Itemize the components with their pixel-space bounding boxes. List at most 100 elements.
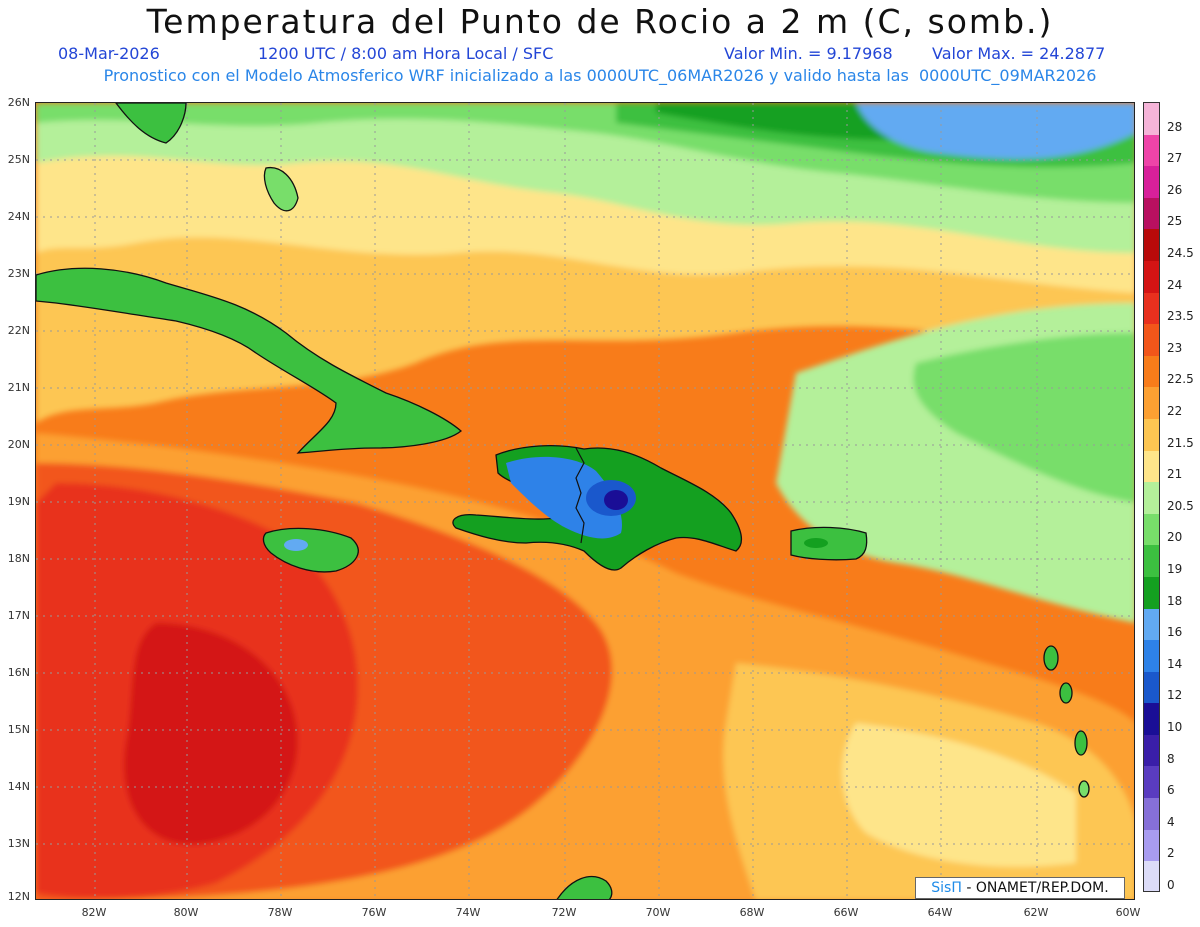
colorbar-swatch (1144, 166, 1159, 198)
credit-badge: SisΠ - ONAMET/REP.DOM. (915, 877, 1125, 899)
colorbar-swatch (1144, 766, 1159, 799)
colorbar-swatch (1144, 103, 1159, 135)
lon-label: 70W (645, 906, 671, 919)
forecast-time: 1200 UTC / 8:00 am Hora Local / SFC (258, 44, 554, 63)
colorbar-label: 2 (1167, 846, 1175, 861)
colorbar-swatch (1144, 260, 1159, 293)
colorbar-label: 20.5 (1167, 498, 1194, 513)
lat-label: 21N (7, 381, 30, 394)
colorbar-swatch (1144, 545, 1159, 577)
colorbar-label: 24.5 (1167, 246, 1194, 260)
colorbar-label: 28 (1167, 119, 1183, 134)
map-canvas (36, 103, 1134, 899)
colorbar-label: 22.5 (1167, 372, 1194, 387)
colorbar-label: 23 (1167, 340, 1183, 355)
lat-label: 25N (7, 153, 30, 166)
colorbar-label: 16 (1167, 625, 1183, 640)
jamaica-land (262, 527, 359, 573)
lat-label: 13N (7, 837, 30, 850)
min-value: Valor Min. = 9.17968 (724, 44, 893, 63)
lon-label: 74W (455, 906, 481, 919)
colorbar-swatch (1144, 576, 1159, 609)
colorbar-swatch (1144, 703, 1159, 735)
colorbar-swatch (1144, 355, 1159, 388)
colorbar-swatch (1144, 387, 1159, 419)
hispaniola-moist-core (284, 447, 828, 551)
guadeloupe-island (1043, 645, 1059, 671)
colorbar-swatch (1144, 229, 1159, 261)
sispi-logo: SisΠ (931, 880, 962, 896)
lat-label: 24N (7, 210, 30, 223)
colorbar-swatch (1144, 450, 1159, 483)
lon-label: 76W (361, 906, 387, 919)
lat-label: 15N (7, 723, 30, 736)
colorbar-label: 12 (1167, 688, 1183, 703)
dominica-island (1059, 682, 1073, 704)
colorbar-swatch (1144, 418, 1159, 451)
colorbar-swatch (1144, 513, 1159, 546)
colorbar-label: 23.5 (1167, 309, 1194, 324)
lon-label: 78W (267, 906, 293, 919)
lon-label: 80W (173, 906, 199, 919)
colorbar-label: 18 (1167, 593, 1183, 608)
colorbar-label: 8 (1167, 751, 1175, 766)
colorbar-label: 6 (1167, 783, 1175, 798)
lat-label: 22N (7, 324, 30, 337)
colorbar-swatch (1144, 134, 1159, 167)
lat-label: 14N (7, 780, 30, 793)
model-info: Pronostico con el Modelo Atmosferico WRF… (103, 66, 1097, 85)
lon-label: 68W (739, 906, 765, 919)
colorbar-swatch (1144, 671, 1159, 704)
colorbar-label: 24 (1167, 277, 1183, 292)
colorbar-label: 27 (1167, 151, 1183, 166)
colorbar-swatch (1144, 482, 1159, 514)
puerto-rico-land (790, 526, 868, 561)
colorbar-swatch (1144, 324, 1159, 356)
lat-label: 23N (7, 267, 30, 280)
lat-label: 26N (7, 96, 30, 109)
lon-label: 66W (833, 906, 859, 919)
colorbar-label: 20 (1167, 530, 1183, 545)
lat-label: 18N (7, 552, 30, 565)
lat-label: 19N (7, 495, 30, 508)
max-value: Valor Max. = 24.2877 (932, 44, 1106, 63)
guajira-land (556, 875, 613, 899)
andros-island (263, 166, 299, 212)
colorbar-label: 0 (1167, 878, 1175, 892)
colorbar-label: 10 (1167, 720, 1183, 734)
colorbar-swatch (1144, 197, 1159, 230)
lon-label: 64W (927, 906, 953, 919)
forecast-date: 08-Mar-2026 (58, 44, 160, 63)
colorbar-label: 26 (1167, 182, 1183, 197)
colorbar-swatch (1144, 640, 1159, 672)
colorbar-label: 25 (1167, 214, 1183, 229)
colorbar-swatch (1144, 798, 1159, 830)
st-lucia-island (1078, 780, 1090, 798)
lon-label: 62W (1023, 906, 1049, 919)
colorbar (1143, 102, 1160, 892)
lat-label: 17N (7, 609, 30, 622)
cuba-land (36, 267, 463, 454)
colorbar-label: 21.5 (1167, 435, 1194, 450)
lat-label: 12N (7, 890, 30, 903)
florida-land (115, 103, 187, 144)
colorbar-swatch (1144, 829, 1159, 862)
colorbar-label: 21 (1167, 467, 1183, 482)
colorbar-swatch (1144, 861, 1159, 891)
map-title: Temperatura del Punto de Rocio a 2 m (C,… (146, 2, 1054, 41)
colorbar-label: 22 (1167, 404, 1183, 418)
lon-label: 82W (81, 906, 107, 919)
colorbar-label: 19 (1167, 562, 1183, 576)
lat-label: 16N (7, 666, 30, 679)
lon-label: 72W (551, 906, 577, 919)
dewpoint-map (35, 102, 1135, 900)
colorbar-label: 14 (1167, 656, 1183, 671)
colorbar-swatch (1144, 608, 1159, 641)
martinique-island (1074, 730, 1088, 756)
lon-label: 60W (1115, 906, 1141, 919)
lat-label: 20N (7, 438, 30, 451)
colorbar-swatch (1144, 734, 1159, 767)
colorbar-swatch (1144, 292, 1159, 325)
credit-text: - ONAMET/REP.DOM. (966, 880, 1109, 896)
colorbar-label: 4 (1167, 814, 1175, 829)
